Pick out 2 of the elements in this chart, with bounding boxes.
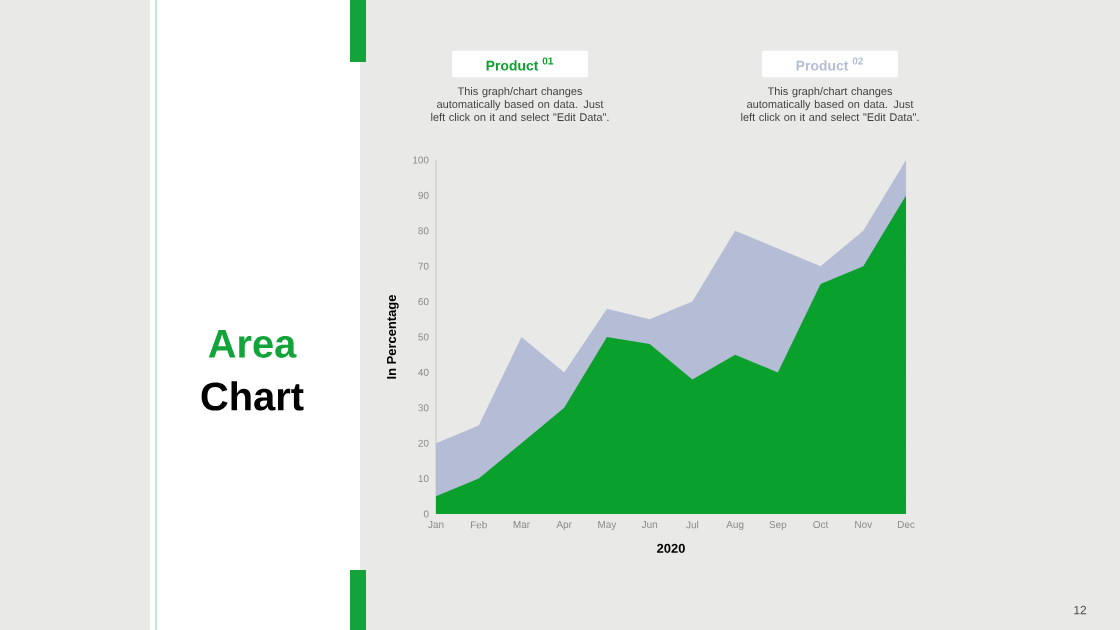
text: Chart bbox=[201, 381, 304, 411]
text: Area bbox=[208, 330, 297, 358]
